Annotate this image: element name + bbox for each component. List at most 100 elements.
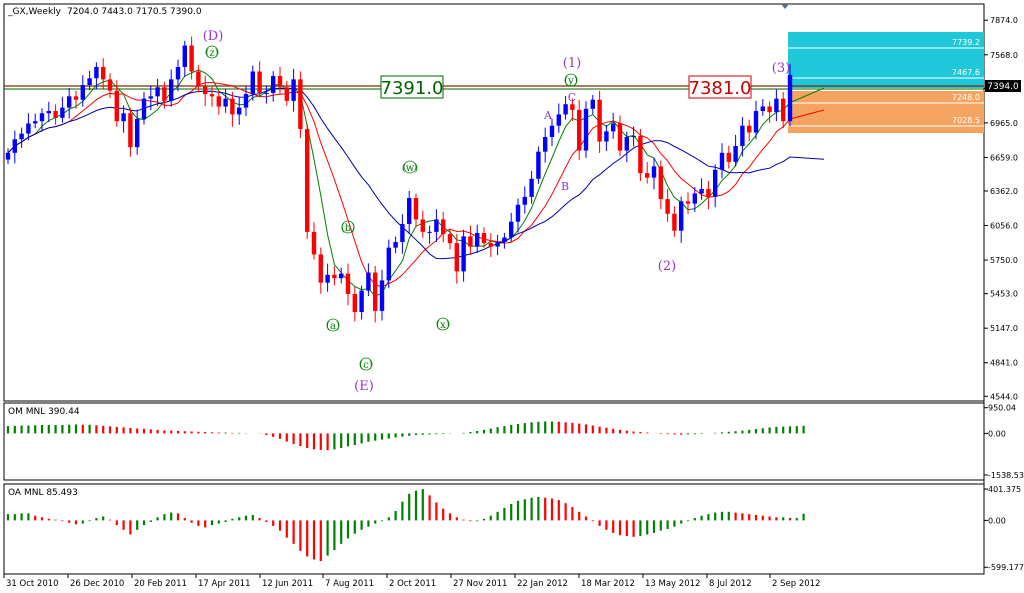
ref-box-left <box>380 75 444 99</box>
price-tick-label: 7568.0 <box>990 51 1018 60</box>
candle-body <box>46 111 51 114</box>
candle-body <box>509 221 514 238</box>
candle <box>271 71 276 102</box>
candles <box>5 36 793 323</box>
candle <box>264 85 269 104</box>
candle-body <box>481 232 487 244</box>
candle <box>359 285 364 320</box>
candle-body <box>39 113 45 122</box>
candle <box>781 92 786 129</box>
wave-labels-green: (z) (w) (b) (a) (c) (x) (y) <box>205 48 577 371</box>
candle-body <box>5 152 11 160</box>
candle-body <box>339 273 344 279</box>
candle-body <box>522 196 527 205</box>
candle <box>107 73 113 99</box>
candle <box>39 108 45 132</box>
target-zones: 7739.2 7467.6 7248.0 7028.5 <box>788 32 984 133</box>
candle <box>345 263 351 306</box>
candle-body <box>624 137 629 151</box>
candle-body <box>645 173 650 178</box>
candle-body <box>121 113 126 122</box>
candle <box>726 145 731 169</box>
candle-body <box>733 146 738 162</box>
candle-body <box>781 98 786 122</box>
time-tick-label: 18 Mar 2012 <box>581 579 635 589</box>
candle <box>148 85 153 111</box>
om-histogram <box>6 421 805 451</box>
wave-label-a: (a) <box>326 321 340 332</box>
candle-body <box>604 131 609 142</box>
wave-label-3: (3) <box>772 61 790 76</box>
chart-symbol: _GX,Weekly <box>7 7 62 17</box>
price-tick-label: 6965.0 <box>990 119 1018 128</box>
candle-body <box>271 76 276 93</box>
candle <box>733 134 738 167</box>
upper-target-zone <box>788 32 984 88</box>
candle-body <box>257 71 262 93</box>
candle-body <box>373 272 378 311</box>
wave-label-B: B <box>561 180 569 193</box>
candle <box>332 266 337 286</box>
zone-label-7028: 7028.5 <box>952 116 980 125</box>
price-tick-label: 7874.0 <box>990 16 1018 25</box>
candle <box>311 222 317 260</box>
time-tick-label: 2 Sep 2012 <box>772 579 820 589</box>
candle <box>5 148 11 165</box>
candle <box>515 198 521 233</box>
candle-body <box>577 109 582 151</box>
zone-label-7248: 7248.0 <box>952 93 980 102</box>
candle-body <box>318 254 323 283</box>
candle-body <box>767 106 772 113</box>
candle <box>434 209 439 242</box>
candle-body <box>672 213 677 231</box>
candle-body <box>441 219 446 235</box>
candle <box>658 160 663 210</box>
candle <box>597 90 602 153</box>
candle <box>101 58 106 89</box>
candle-body <box>87 78 92 86</box>
candle-body <box>413 197 419 220</box>
candle-body <box>420 219 425 232</box>
ma-mid-line <box>7 81 825 288</box>
shift-marker-icon[interactable] <box>781 4 789 9</box>
candle <box>121 105 126 133</box>
candle <box>692 187 697 212</box>
candle-body <box>631 135 636 137</box>
candle <box>672 206 677 237</box>
candle-body <box>488 243 493 247</box>
time-tick-label: 20 Feb 2011 <box>134 579 187 589</box>
candle-body <box>379 280 385 311</box>
osc-tick-label: -1538.53 <box>988 471 1024 480</box>
candle <box>196 65 201 93</box>
candle <box>651 157 657 190</box>
candle <box>243 85 249 117</box>
price-tick-label: 5750.0 <box>990 256 1018 265</box>
price-tick-label: 5453.0 <box>990 290 1018 299</box>
candle-body <box>611 123 616 132</box>
candle-body <box>94 66 99 79</box>
osc-tick-label: 950.04 <box>988 404 1016 413</box>
candle-body <box>515 204 521 222</box>
candle-body <box>461 236 466 272</box>
candle-body <box>679 201 684 231</box>
candle-body <box>264 92 269 94</box>
candle <box>631 126 636 147</box>
candle-body <box>495 242 500 247</box>
candle <box>590 94 595 115</box>
time-tick-label: 2 Oct 2011 <box>389 579 436 589</box>
candle <box>475 224 480 253</box>
candle <box>420 210 425 238</box>
candle <box>753 100 759 140</box>
candle-body <box>563 104 568 115</box>
om-pane <box>3 402 985 481</box>
candle-body <box>311 231 317 255</box>
time-tick-label: 17 Apr 2011 <box>198 579 251 589</box>
candle <box>305 123 310 239</box>
candle <box>611 112 616 139</box>
oa-pane <box>3 483 985 575</box>
candle <box>495 234 500 256</box>
candle-body <box>284 87 289 101</box>
candle <box>577 99 582 160</box>
wave-labels-purple: (D) (E) (1) (2) (3) A B C <box>203 29 791 394</box>
candle-body <box>162 87 167 101</box>
